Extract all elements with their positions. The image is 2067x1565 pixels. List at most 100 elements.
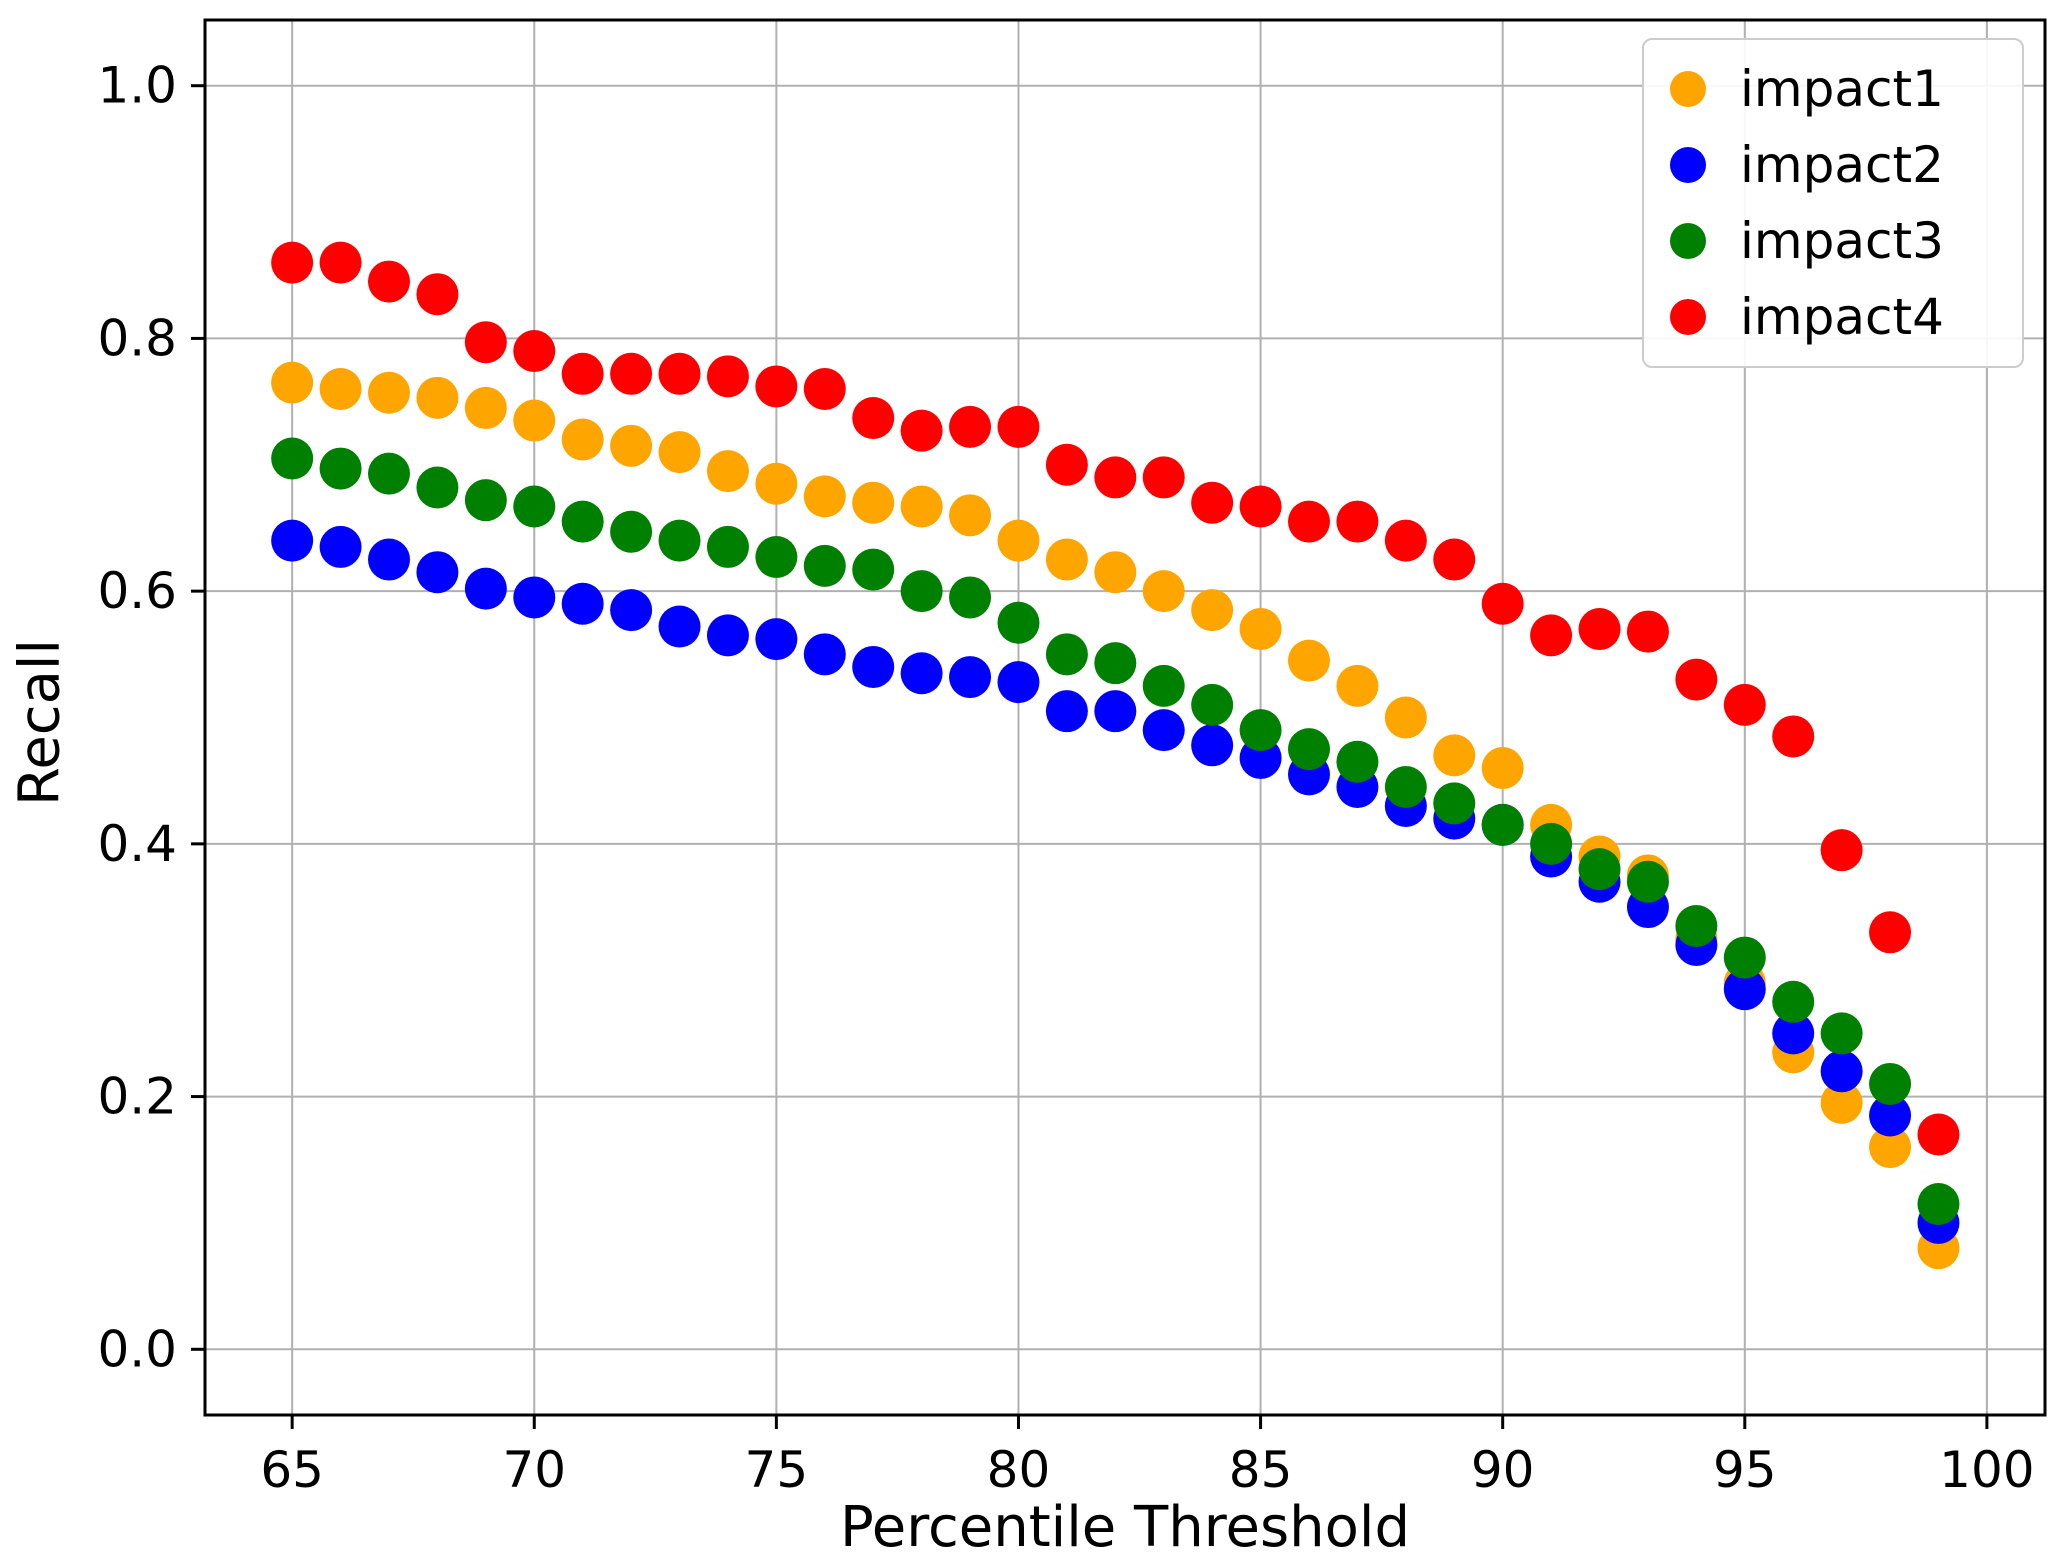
data-point bbox=[1288, 728, 1330, 771]
data-point bbox=[852, 645, 895, 688]
data-point bbox=[1191, 589, 1234, 632]
data-point bbox=[1142, 456, 1185, 499]
data-point bbox=[513, 485, 556, 528]
data-point bbox=[755, 365, 798, 408]
data-point bbox=[610, 424, 653, 467]
data-point bbox=[803, 367, 846, 410]
data-point bbox=[1820, 1012, 1863, 1055]
data-point bbox=[900, 485, 943, 528]
legend-item-impact2: impact2 bbox=[1670, 132, 1996, 198]
data-point bbox=[997, 601, 1040, 644]
data-point bbox=[1481, 803, 1524, 846]
data-point bbox=[1045, 443, 1088, 486]
data-point bbox=[706, 525, 749, 568]
data-point bbox=[271, 519, 314, 562]
data-point bbox=[1045, 633, 1088, 676]
data-point bbox=[755, 462, 798, 505]
x-tick-label: 75 bbox=[745, 1441, 809, 1499]
legend-marker-impact4-icon bbox=[1670, 299, 1706, 335]
data-point bbox=[1191, 724, 1234, 767]
legend-label-impact1: impact1 bbox=[1740, 60, 1944, 118]
data-point bbox=[1869, 911, 1912, 954]
data-point bbox=[319, 367, 362, 410]
data-point bbox=[852, 397, 895, 440]
data-point bbox=[1239, 485, 1282, 528]
data-point bbox=[997, 519, 1040, 562]
plot-border bbox=[203, 18, 2047, 1417]
data-point bbox=[1723, 936, 1766, 979]
data-point bbox=[900, 409, 943, 452]
legend-marker-impact2-icon bbox=[1670, 147, 1706, 183]
legend-label-impact3: impact3 bbox=[1740, 212, 1944, 270]
y-tick-label: 1.0 bbox=[97, 57, 177, 115]
series-impact2 bbox=[271, 519, 1960, 1244]
data-point bbox=[271, 437, 314, 480]
data-point bbox=[1045, 690, 1088, 733]
data-point bbox=[368, 260, 410, 303]
data-point bbox=[464, 567, 507, 610]
data-point bbox=[1045, 538, 1088, 581]
x-tick-label: 100 bbox=[1939, 1441, 2034, 1499]
data-point bbox=[368, 538, 410, 581]
data-point bbox=[1191, 481, 1234, 524]
data-point bbox=[416, 551, 459, 594]
data-point bbox=[1675, 658, 1718, 701]
y-tick-label: 0.4 bbox=[97, 815, 177, 873]
data-point bbox=[1094, 551, 1137, 594]
y-tick-label: 0.6 bbox=[97, 562, 177, 620]
data-point bbox=[1239, 608, 1282, 651]
data-point bbox=[949, 405, 992, 448]
data-point bbox=[1917, 1113, 1960, 1156]
y-tick-label: 0.2 bbox=[97, 1068, 177, 1126]
data-point bbox=[1433, 782, 1476, 825]
legend-marker-impact3-icon bbox=[1670, 223, 1706, 259]
data-point bbox=[1288, 639, 1330, 682]
legend-marker-impact1-icon bbox=[1670, 71, 1706, 107]
data-point bbox=[1820, 1050, 1863, 1093]
y-axis-label: Recall bbox=[7, 638, 73, 807]
axis-ticks: 65 70 75 80 85 90 95 100 0.0 0.2 0.4 0.6 0.8 1.0 bbox=[97, 57, 2034, 1499]
data-point bbox=[997, 405, 1040, 448]
data-point bbox=[1917, 1182, 1960, 1225]
data-point bbox=[949, 576, 992, 619]
data-point bbox=[1772, 715, 1815, 758]
data-point bbox=[852, 548, 895, 591]
data-point bbox=[610, 352, 653, 395]
data-point bbox=[949, 656, 992, 699]
data-point bbox=[1384, 765, 1427, 808]
data-point bbox=[755, 536, 798, 579]
data-point bbox=[803, 475, 846, 518]
data-point bbox=[561, 500, 604, 543]
data-point bbox=[1384, 519, 1427, 562]
data-point bbox=[1530, 614, 1573, 657]
series-impact4 bbox=[271, 241, 1960, 1156]
data-point bbox=[561, 582, 604, 625]
legend-label-impact2: impact2 bbox=[1740, 136, 1944, 194]
legend: impact1 impact2 impact3 impact4 bbox=[1642, 38, 2024, 368]
data-point bbox=[561, 418, 604, 461]
data-point bbox=[561, 352, 604, 395]
y-tick-label: 0.0 bbox=[97, 1320, 177, 1378]
data-point bbox=[1481, 747, 1524, 790]
data-point bbox=[1869, 1062, 1912, 1105]
x-tick-label: 65 bbox=[260, 1441, 324, 1499]
data-point bbox=[755, 618, 798, 661]
legend-item-impact3: impact3 bbox=[1670, 208, 1996, 274]
data-point bbox=[319, 447, 362, 490]
legend-label-impact4: impact4 bbox=[1740, 288, 1944, 346]
data-point bbox=[1820, 1081, 1863, 1124]
data-point bbox=[658, 519, 701, 562]
data-point bbox=[1142, 709, 1185, 752]
data-point bbox=[997, 661, 1040, 704]
data-point bbox=[513, 330, 556, 373]
data-point bbox=[464, 479, 507, 522]
data-point bbox=[900, 570, 943, 613]
data-point bbox=[464, 321, 507, 364]
data-point bbox=[1626, 860, 1669, 903]
data-point bbox=[706, 450, 749, 493]
data-point bbox=[900, 652, 943, 695]
data-point bbox=[706, 614, 749, 657]
x-tick-label: 95 bbox=[1713, 1441, 1777, 1499]
